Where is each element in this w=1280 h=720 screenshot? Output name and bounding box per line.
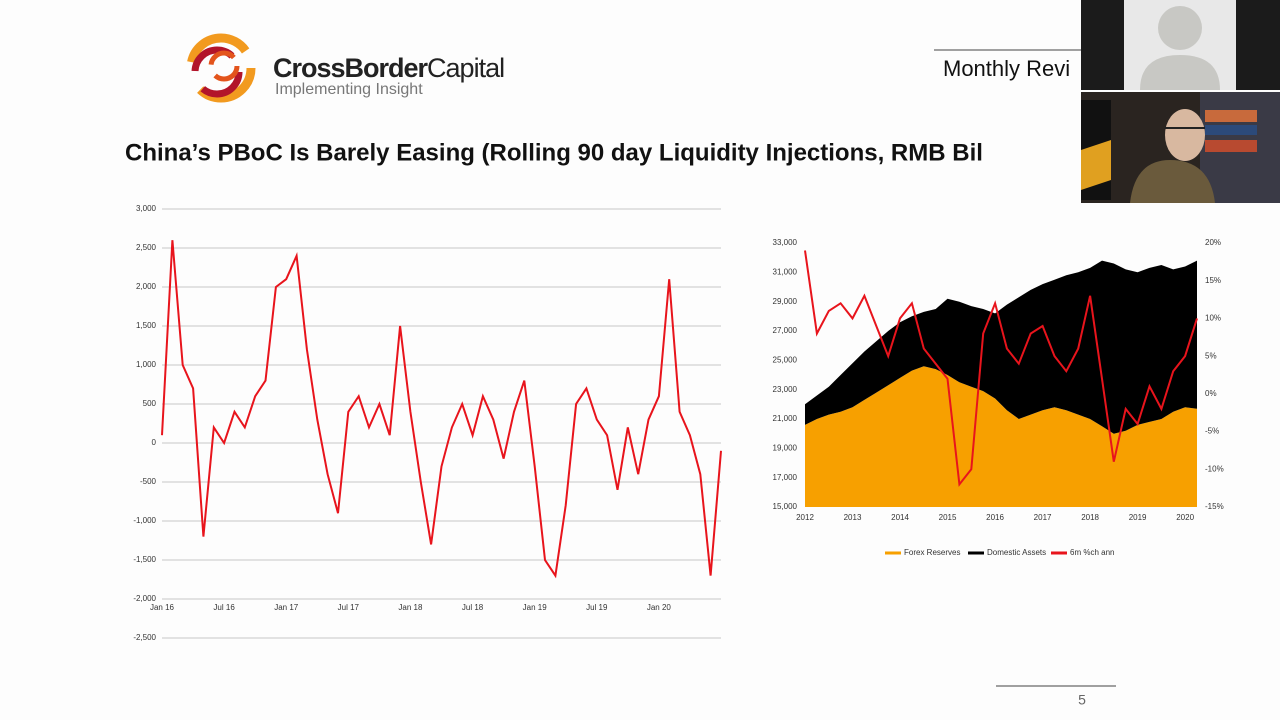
x-tick-label: Jan 20: [647, 603, 672, 612]
x-tick-label: Jul 16: [213, 603, 235, 612]
x-tick-label: 2016: [986, 513, 1004, 522]
y-tick-label: -500: [140, 477, 157, 486]
x-tick-label: 2020: [1176, 513, 1194, 522]
y2-tick-label: 20%: [1205, 238, 1221, 247]
data-area: [805, 366, 1197, 507]
x-tick-label: Jan 17: [274, 603, 299, 612]
y-tick-label: 15,000: [773, 502, 798, 511]
x-tick-label: 2013: [844, 513, 862, 522]
y-tick-label: 21,000: [773, 414, 798, 423]
y-tick-label: 23,000: [773, 385, 798, 394]
y2-tick-label: 5%: [1205, 351, 1217, 360]
video-tile-speaker: [1081, 92, 1280, 203]
x-tick-label: 2015: [939, 513, 957, 522]
y2-tick-label: 0%: [1205, 389, 1217, 398]
logo-name: CrossBorder: [273, 53, 429, 83]
y-tick-label: 33,000: [773, 238, 798, 247]
y2-tick-label: -10%: [1205, 464, 1224, 473]
y-tick-label: -2,500: [133, 633, 156, 642]
y-tick-label: 31,000: [773, 267, 798, 276]
slide-title: China’s PBoC Is Barely Easing (Rolling 9…: [125, 139, 983, 166]
y2-tick-label: 10%: [1205, 314, 1221, 323]
logo-text: CrossBorderCapital: [273, 53, 504, 83]
page-number: 5: [1078, 692, 1086, 708]
logo-suffix: Capital: [427, 53, 504, 83]
logo-mark: [186, 33, 256, 103]
y2-tick-label: -5%: [1205, 427, 1219, 436]
y-tick-label: 2,500: [136, 243, 157, 252]
y-tick-label: 3,000: [136, 204, 157, 213]
x-tick-label: Jan 19: [523, 603, 548, 612]
x-tick-label: Jan 18: [398, 603, 423, 612]
y-tick-label: 2,000: [136, 282, 157, 291]
x-tick-label: 2017: [1034, 513, 1052, 522]
data-area: [805, 260, 1197, 434]
y2-tick-label: 15%: [1205, 276, 1221, 285]
legend-label: 6m %ch ann: [1070, 548, 1114, 557]
x-tick-label: Jul 18: [462, 603, 484, 612]
charts: -2,500 -2,000 -1,500 -1,000 -500 0 500 1,000 1,5…: [133, 204, 1223, 642]
header: Monthly Revi: [943, 56, 1070, 81]
data-line: [804, 250, 1198, 487]
y-tick-label: 1,000: [136, 360, 157, 369]
y-tick-label: 25,000: [773, 355, 798, 364]
y-tick-label: 500: [143, 399, 157, 408]
x-tick-label: Jul 19: [586, 603, 608, 612]
y2-tick-label: -15%: [1205, 502, 1224, 511]
x-tick-label: Jan 16: [150, 603, 175, 612]
x-tick-label: 2012: [796, 513, 814, 522]
tagline: Implementing Insight: [275, 81, 423, 98]
y-tick-label: 27,000: [773, 326, 798, 335]
legend-label: Forex Reserves: [904, 548, 960, 557]
data-line: [161, 240, 722, 579]
y-tick-label: 19,000: [773, 443, 798, 452]
y-tick-label: -1,000: [133, 516, 156, 525]
x-tick-label: Jul 17: [338, 603, 360, 612]
x-tick-label: 2014: [891, 513, 909, 522]
y-tick-label: 0: [152, 438, 157, 447]
y-tick-label: -2,000: [133, 594, 156, 603]
y-tick-label: -1,500: [133, 555, 156, 564]
x-tick-label: 2018: [1081, 513, 1099, 522]
video-tile-avatar: [1081, 0, 1280, 90]
legend-label: Domestic Assets: [987, 548, 1046, 557]
y-tick-label: 29,000: [773, 297, 798, 306]
y-tick-label: 17,000: [773, 473, 798, 482]
x-tick-label: 2019: [1129, 513, 1147, 522]
y-tick-label: 1,500: [136, 321, 157, 330]
